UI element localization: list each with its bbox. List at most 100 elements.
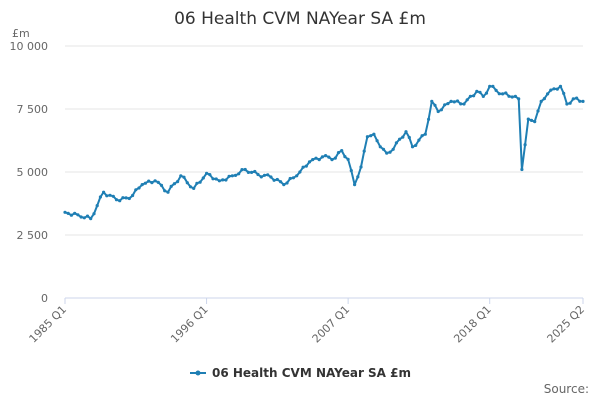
data-point[interactable]	[381, 147, 386, 151]
data-point[interactable]	[459, 102, 463, 106]
data-point[interactable]	[230, 174, 234, 178]
data-point[interactable]	[340, 149, 344, 153]
data-point[interactable]	[188, 185, 193, 189]
data-point[interactable]	[362, 149, 366, 153]
data-point[interactable]	[333, 156, 337, 160]
data-point[interactable]	[575, 96, 579, 100]
data-point[interactable]	[201, 176, 205, 180]
data-point[interactable]	[237, 172, 241, 176]
data-point[interactable]	[497, 92, 501, 96]
data-point[interactable]	[73, 211, 77, 215]
data-point[interactable]	[275, 177, 279, 182]
data-point[interactable]	[98, 195, 102, 199]
data-point[interactable]	[430, 99, 434, 103]
data-point[interactable]	[398, 137, 402, 141]
data-point[interactable]	[336, 151, 341, 155]
data-point[interactable]	[69, 213, 73, 217]
data-point[interactable]	[536, 109, 540, 113]
data-point[interactable]	[66, 211, 70, 215]
data-point[interactable]	[439, 108, 443, 112]
data-point[interactable]	[295, 174, 299, 178]
data-point[interactable]	[372, 132, 376, 136]
data-point[interactable]	[414, 143, 418, 147]
data-point[interactable]	[353, 183, 357, 187]
data-point[interactable]	[182, 175, 186, 179]
legend[interactable]: 06 Health CVM NAYear SA £m	[190, 366, 411, 380]
data-point[interactable]	[520, 167, 524, 172]
data-point[interactable]	[211, 177, 215, 181]
data-point[interactable]	[159, 183, 164, 187]
data-point[interactable]	[401, 135, 405, 139]
data-point[interactable]	[140, 183, 144, 187]
data-point[interactable]	[82, 216, 86, 220]
data-point[interactable]	[153, 179, 157, 183]
data-point[interactable]	[279, 180, 283, 184]
data-point[interactable]	[407, 135, 411, 140]
data-point[interactable]	[391, 147, 395, 151]
data-point[interactable]	[85, 214, 90, 218]
data-point[interactable]	[446, 102, 450, 106]
data-point[interactable]	[105, 194, 109, 198]
data-point[interactable]	[89, 217, 93, 221]
data-point[interactable]	[349, 169, 353, 173]
data-point[interactable]	[375, 139, 379, 143]
data-point[interactable]	[169, 184, 173, 188]
data-point[interactable]	[449, 99, 453, 103]
data-point[interactable]	[198, 180, 202, 184]
data-point[interactable]	[507, 94, 511, 98]
data-point[interactable]	[452, 100, 456, 104]
data-point[interactable]	[504, 91, 508, 95]
data-point[interactable]	[423, 132, 427, 136]
data-point[interactable]	[246, 170, 250, 174]
data-point[interactable]	[163, 189, 167, 193]
data-point[interactable]	[298, 170, 302, 174]
data-point[interactable]	[562, 91, 566, 95]
data-point[interactable]	[343, 155, 347, 159]
data-point[interactable]	[269, 175, 273, 179]
data-point[interactable]	[369, 134, 373, 138]
data-point[interactable]	[433, 103, 437, 107]
data-point[interactable]	[266, 173, 270, 177]
data-point[interactable]	[95, 204, 99, 208]
data-point[interactable]	[217, 179, 221, 183]
data-point[interactable]	[102, 190, 106, 194]
data-point[interactable]	[134, 188, 138, 192]
data-point[interactable]	[324, 154, 328, 158]
data-point[interactable]	[568, 101, 572, 105]
data-point[interactable]	[63, 210, 67, 214]
data-point[interactable]	[179, 174, 183, 178]
data-point[interactable]	[108, 193, 112, 197]
data-point[interactable]	[314, 156, 318, 160]
data-point[interactable]	[259, 175, 263, 179]
data-point[interactable]	[214, 177, 218, 181]
data-point[interactable]	[250, 170, 254, 174]
data-point[interactable]	[256, 172, 260, 177]
data-point[interactable]	[443, 103, 447, 107]
data-point[interactable]	[388, 150, 392, 154]
data-point[interactable]	[465, 98, 469, 102]
data-point[interactable]	[282, 183, 286, 187]
data-point[interactable]	[404, 130, 408, 134]
data-point[interactable]	[517, 97, 521, 101]
data-point[interactable]	[150, 181, 154, 185]
data-point[interactable]	[92, 212, 96, 216]
data-point[interactable]	[552, 87, 556, 91]
data-point[interactable]	[501, 92, 505, 96]
data-point[interactable]	[301, 165, 305, 169]
data-point[interactable]	[137, 186, 141, 190]
data-point[interactable]	[378, 145, 382, 149]
data-point[interactable]	[539, 99, 543, 103]
data-point[interactable]	[317, 158, 321, 162]
data-point[interactable]	[221, 178, 225, 182]
data-point[interactable]	[478, 90, 482, 94]
data-point[interactable]	[523, 143, 527, 147]
data-point[interactable]	[205, 171, 209, 175]
data-point[interactable]	[253, 169, 257, 174]
data-point[interactable]	[417, 138, 421, 142]
data-point[interactable]	[327, 155, 331, 159]
data-point[interactable]	[494, 88, 498, 92]
data-point[interactable]	[581, 99, 585, 103]
data-point[interactable]	[510, 95, 514, 99]
data-point[interactable]	[475, 89, 479, 93]
data-point[interactable]	[410, 145, 415, 149]
